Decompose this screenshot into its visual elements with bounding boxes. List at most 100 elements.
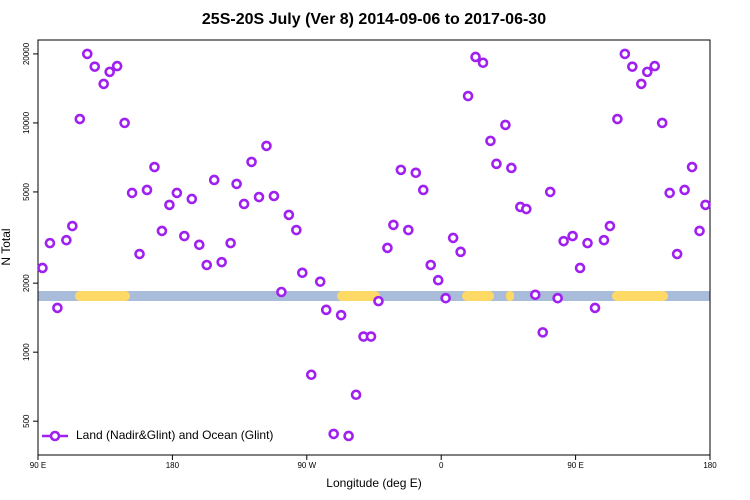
point [382, 242, 393, 254]
point [582, 237, 593, 249]
point [432, 274, 444, 286]
point [52, 302, 63, 314]
point [328, 428, 339, 440]
point [291, 224, 302, 236]
point [365, 331, 377, 342]
point [350, 389, 362, 401]
point [216, 256, 227, 268]
y-tick-label: 20000 [22, 42, 31, 65]
point [500, 119, 511, 131]
point [552, 292, 563, 304]
point [343, 430, 354, 442]
point [186, 193, 198, 205]
point [529, 289, 541, 301]
point [619, 48, 631, 60]
point [320, 304, 332, 316]
point [246, 156, 257, 168]
point [462, 90, 474, 102]
point [656, 117, 668, 129]
point [305, 369, 317, 381]
point [491, 158, 502, 170]
y-tick-label: 1000 [22, 343, 31, 361]
point [558, 235, 569, 247]
point [297, 267, 308, 279]
land-segment [337, 291, 380, 301]
point [193, 239, 205, 251]
point [81, 48, 93, 60]
point [700, 199, 711, 211]
chart-title: 25S-20S July (Ver 8) 2014-09-06 to 2017-… [202, 11, 546, 28]
y-axis-label: N Total [0, 228, 13, 265]
land-segment [506, 291, 514, 301]
point [225, 237, 236, 249]
point [604, 220, 616, 232]
land-segment [612, 291, 668, 301]
point [231, 178, 242, 190]
point [671, 248, 683, 260]
x-tick-label: 180 [166, 461, 180, 470]
point [156, 225, 168, 237]
point [179, 230, 190, 242]
point [694, 225, 705, 237]
point [649, 60, 661, 72]
point [98, 78, 110, 90]
point [440, 292, 451, 304]
x-tick-label: 90 W [297, 461, 316, 470]
point [126, 187, 138, 199]
point [238, 198, 250, 210]
point [447, 232, 459, 244]
point [89, 61, 101, 72]
point [455, 246, 466, 258]
point [61, 234, 72, 246]
point [44, 237, 56, 249]
point [201, 259, 213, 271]
y-tick-label: 10000 [22, 111, 31, 134]
point [636, 78, 647, 90]
surface-strip [38, 291, 710, 301]
legend-label: Land (Nadir&Glint) and Ocean (Glint) [76, 428, 273, 442]
point [283, 209, 295, 221]
point [141, 184, 153, 196]
point [477, 57, 489, 69]
point [686, 161, 698, 173]
x-tick-label: 90 E [567, 461, 583, 470]
point [164, 199, 175, 211]
point [425, 259, 437, 271]
point [119, 117, 130, 129]
point [598, 234, 610, 246]
point [627, 61, 638, 72]
x-tick-label: 90 E [30, 461, 46, 470]
land-segment [462, 291, 494, 301]
point [74, 113, 86, 125]
point [506, 162, 517, 174]
point [276, 286, 287, 298]
point [417, 184, 429, 196]
point [403, 224, 414, 236]
point [544, 186, 556, 198]
point [679, 184, 690, 196]
x-tick-label: 180 [703, 461, 717, 470]
y-tick-label: 5000 [22, 182, 31, 200]
point [268, 190, 280, 202]
point [388, 219, 399, 231]
point [567, 230, 578, 242]
x-tick-label: 0 [439, 461, 444, 470]
x-axis-label: Longitude (deg E) [326, 476, 421, 490]
point [373, 295, 384, 307]
point [485, 135, 496, 147]
point [641, 66, 653, 78]
point [37, 262, 48, 274]
point [149, 161, 160, 173]
point [664, 187, 675, 199]
point [470, 51, 481, 63]
point [134, 248, 145, 260]
point [410, 167, 422, 179]
point [261, 140, 272, 152]
point [111, 60, 123, 72]
point [335, 309, 347, 321]
point [314, 276, 326, 287]
land-segment [75, 291, 130, 301]
plot-frame [37, 39, 711, 456]
legend-marker [49, 430, 61, 442]
